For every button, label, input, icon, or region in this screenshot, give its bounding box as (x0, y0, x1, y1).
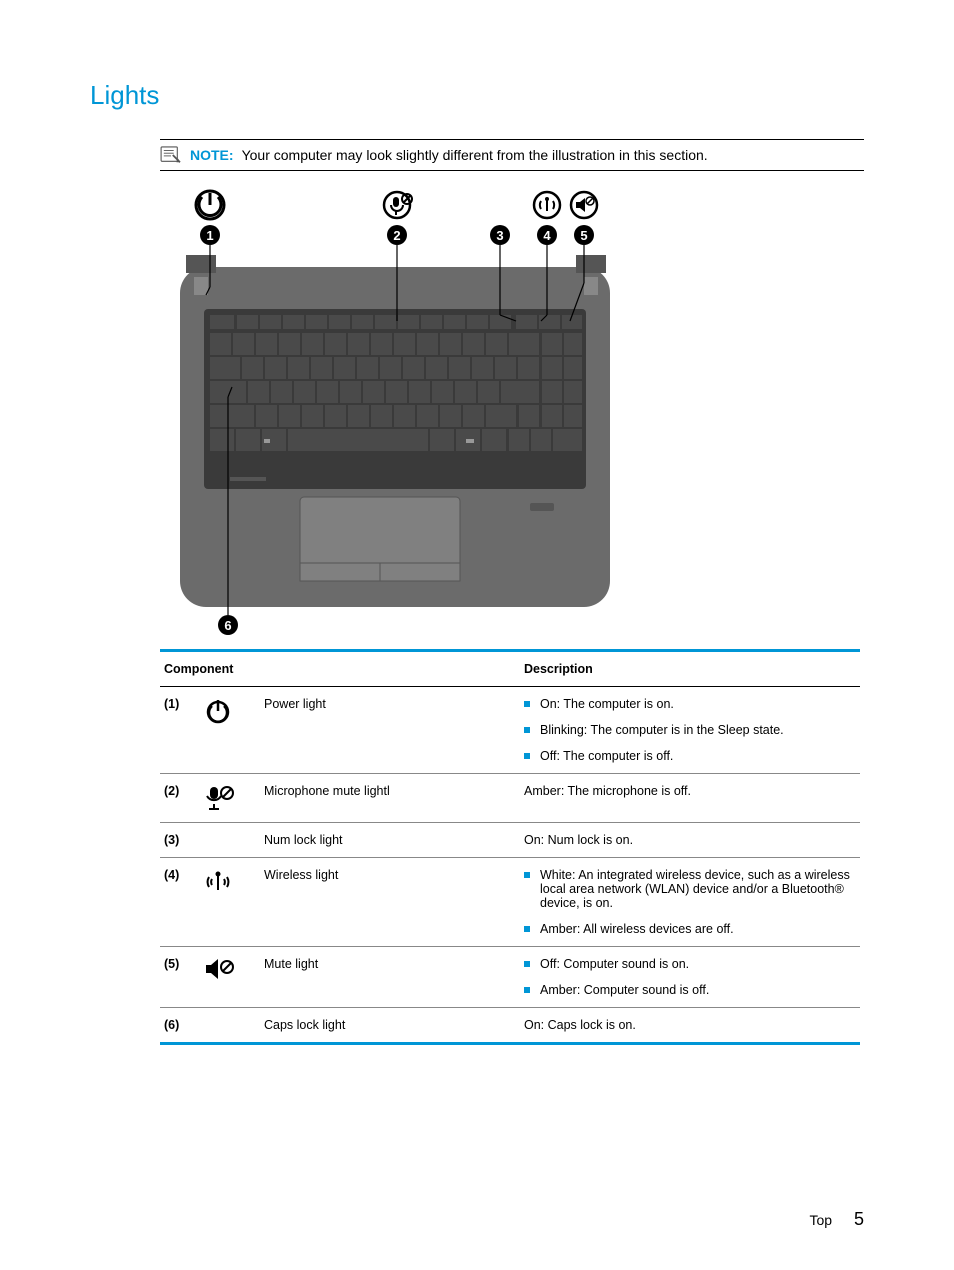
description-text: On: Num lock is on. (524, 833, 633, 847)
table-row: (5) Mute light Off: Computer sound is on. A… (160, 947, 860, 1008)
row-component: Wireless light (260, 858, 520, 947)
row-number: (2) (160, 774, 200, 823)
note-label: NOTE: (190, 147, 234, 163)
table-row: (6) Caps lock light On: Caps lock is on. (160, 1008, 860, 1044)
section-heading: Lights (90, 80, 864, 111)
bullet-marker (524, 753, 530, 759)
wireless-icon (200, 858, 260, 947)
row-number: (4) (160, 858, 200, 947)
note-text: Your computer may look slightly differen… (242, 147, 708, 163)
row-icon-empty (200, 823, 260, 858)
svg-text:4: 4 (543, 228, 551, 243)
table-row: (2) Microphone mute lightl Amber: The micr… (160, 774, 860, 823)
row-description: Amber: The microphone is off. (520, 774, 860, 823)
page-number: 5 (854, 1209, 864, 1229)
description-text: Off: Computer sound is on. (540, 957, 689, 971)
lights-table: Component Description (1)Power lightOn: … (160, 649, 860, 1045)
power-icon (200, 687, 260, 774)
row-number: (6) (160, 1008, 200, 1044)
description-text: On: The computer is on. (540, 697, 674, 711)
row-component: Microphone mute lightl (260, 774, 520, 823)
row-description: On: Num lock is on. (520, 823, 860, 858)
row-description: On: Caps lock is on. (520, 1008, 860, 1044)
table-header-component: Component (160, 651, 520, 687)
row-description: White: An integrated wireless device, su… (520, 858, 860, 947)
row-component: Mute light (260, 947, 520, 1008)
description-text: Blinking: The computer is in the Sleep s… (540, 723, 784, 737)
row-number: (3) (160, 823, 200, 858)
description-text: White: An integrated wireless device, su… (540, 868, 856, 910)
row-component: Power light (260, 687, 520, 774)
bullet-marker (524, 701, 530, 707)
bullet-marker (524, 961, 530, 967)
mute-icon (200, 947, 260, 1008)
bullet-marker (524, 926, 530, 932)
description-text: On: Caps lock is on. (524, 1018, 636, 1032)
svg-text:2: 2 (393, 228, 400, 243)
row-description: Off: Computer sound is on. Amber: Compute… (520, 947, 860, 1008)
row-icon-empty (200, 1008, 260, 1044)
svg-text:3: 3 (496, 228, 503, 243)
svg-text:5: 5 (580, 228, 587, 243)
footer-label: Top (810, 1212, 833, 1228)
bullet-marker (524, 872, 530, 878)
mic-mute-icon (200, 774, 260, 823)
note-box: NOTE: Your computer may look slightly di… (160, 139, 864, 171)
table-row: (1) Power light On: The computer is on. Bli… (160, 687, 860, 774)
bullet-marker (524, 727, 530, 733)
row-component: Num lock light (260, 823, 520, 858)
row-description: On: The computer is on. Blinking: The com… (520, 687, 860, 774)
row-number: (5) (160, 947, 200, 1008)
page-footer: Top 5 (810, 1209, 864, 1230)
svg-text:1: 1 (206, 228, 213, 243)
description-text: Off: The computer is off. (540, 749, 673, 763)
svg-text:6: 6 (224, 618, 231, 633)
description-text: Amber: Computer sound is off. (540, 983, 709, 997)
laptop-illustration: 1 2 3 4 5 6 (160, 187, 620, 637)
bullet-marker (524, 987, 530, 993)
description-text: Amber: All wireless devices are off. (540, 922, 734, 936)
note-icon (160, 146, 182, 164)
description-text: Amber: The microphone is off. (524, 784, 691, 798)
table-row: (3) Num lock light On: Num lock is on. (160, 823, 860, 858)
row-component: Caps lock light (260, 1008, 520, 1044)
table-header-description: Description (520, 651, 860, 687)
row-number: (1) (160, 687, 200, 774)
table-row: (4) Wireless light White: An integrated wi… (160, 858, 860, 947)
